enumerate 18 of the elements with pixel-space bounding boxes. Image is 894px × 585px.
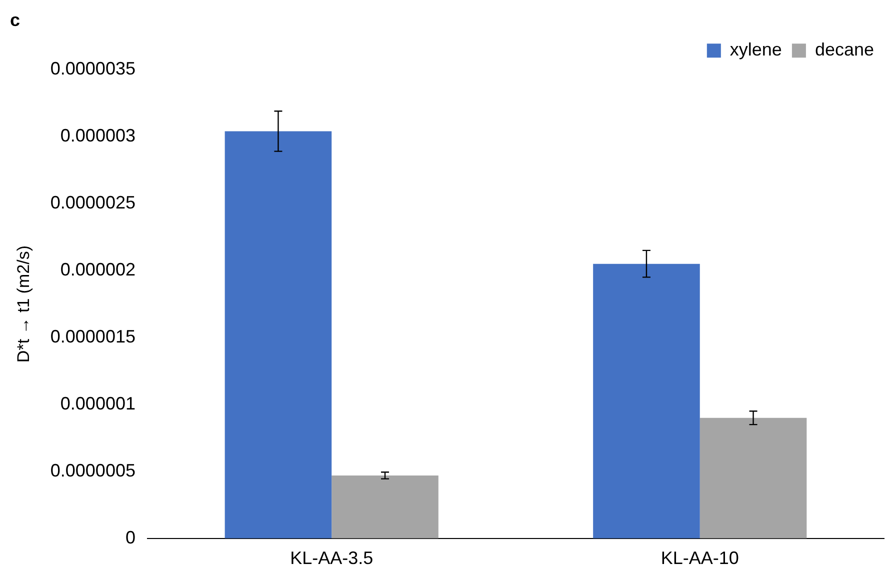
y-tick-label: 0.000001	[60, 393, 136, 414]
x-tick-label: KL-AA-10	[660, 548, 739, 568]
bar	[593, 264, 700, 538]
legend-label: xylene	[730, 40, 782, 60]
y-tick-label: 0	[125, 527, 136, 548]
bar	[700, 418, 807, 538]
y-axis-title: D*t → t1 (m2/s)	[14, 245, 33, 363]
y-tick-label: 0.000003	[60, 126, 136, 146]
y-tick-label: 0.000002	[60, 259, 136, 280]
bar	[332, 475, 438, 538]
y-tick-label: 0.0000005	[50, 460, 136, 480]
y-tick-label: 0.0000015	[50, 326, 136, 346]
y-tick-label: 0.0000035	[50, 58, 136, 79]
x-tick-label: KL-AA-3.5	[290, 548, 374, 568]
chart-title: c	[10, 10, 20, 30]
bar	[224, 131, 332, 538]
legend-label: decane	[814, 40, 874, 60]
y-tick-label: 0.0000025	[50, 192, 136, 213]
